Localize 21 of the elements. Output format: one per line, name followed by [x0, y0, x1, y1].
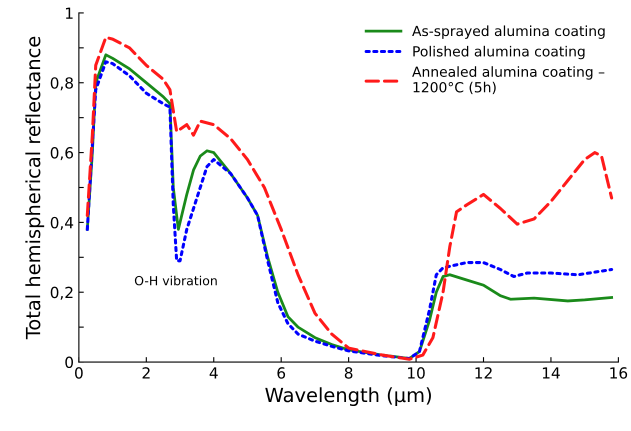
legend-label: Polished alumina coating [413, 46, 585, 60]
annotation: O-H vibration [134, 276, 217, 286]
x-tick-label: 16 [610, 367, 628, 379]
x-tick-label: 14 [542, 367, 560, 379]
x-axis-title: Wavelength (µm) [265, 387, 431, 406]
x-tick-label: 0 [75, 367, 83, 379]
y-axis-title: Total hemispherical reflectance [25, 36, 44, 340]
x-tick-label: 4 [210, 367, 218, 379]
x-tick-label: 2 [142, 367, 150, 379]
y-tick-label: 0,8 [50, 77, 73, 90]
y-tick-label: 1 [66, 8, 73, 19]
x-tick-label: 8 [344, 367, 352, 379]
x-tick-label: 10 [408, 367, 425, 379]
legend-label: As-sprayed alumina coating [412, 25, 605, 39]
y-tick-label: 0,2 [50, 286, 72, 300]
y-tick-label: 0,4 [50, 216, 74, 230]
y-tick-label: 0,6 [50, 147, 74, 160]
x-tick-label: 12 [475, 367, 492, 379]
y-tick-label: 0 [65, 356, 73, 368]
x-tick-label: 6 [277, 367, 286, 379]
legend-label: Annealed alumina coating – 1200°C (5h) [412, 66, 604, 94]
